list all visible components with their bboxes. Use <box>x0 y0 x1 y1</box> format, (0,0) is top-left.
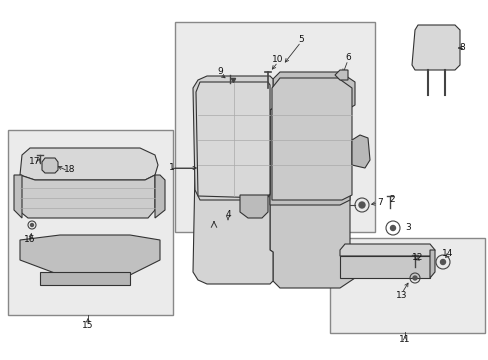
Text: 14: 14 <box>442 248 453 257</box>
Polygon shape <box>14 175 22 218</box>
Polygon shape <box>240 195 267 218</box>
Polygon shape <box>196 82 269 198</box>
Polygon shape <box>339 244 434 256</box>
Text: 3: 3 <box>404 224 410 233</box>
Circle shape <box>390 225 395 230</box>
Polygon shape <box>269 155 354 288</box>
Text: 4: 4 <box>225 211 230 220</box>
Polygon shape <box>40 272 130 285</box>
Circle shape <box>358 202 364 208</box>
Polygon shape <box>20 148 158 180</box>
Text: 18: 18 <box>64 166 76 175</box>
Bar <box>8 130 173 315</box>
Text: 1: 1 <box>169 163 175 172</box>
Text: 2: 2 <box>388 195 394 204</box>
Text: 17: 17 <box>29 157 41 166</box>
Polygon shape <box>429 250 434 278</box>
Polygon shape <box>351 135 369 168</box>
Circle shape <box>412 276 416 280</box>
Polygon shape <box>193 76 272 200</box>
Polygon shape <box>334 70 347 80</box>
Circle shape <box>440 260 445 265</box>
Text: 11: 11 <box>398 336 410 345</box>
Circle shape <box>30 224 34 226</box>
Bar <box>175 22 374 232</box>
Polygon shape <box>18 175 155 218</box>
Text: 9: 9 <box>217 68 223 77</box>
Polygon shape <box>193 160 272 284</box>
Text: 8: 8 <box>458 44 464 53</box>
Text: 6: 6 <box>345 54 350 63</box>
Polygon shape <box>269 72 354 205</box>
Text: 16: 16 <box>24 235 36 244</box>
Text: 15: 15 <box>82 320 94 329</box>
Text: 12: 12 <box>411 252 423 261</box>
Bar <box>329 238 484 333</box>
Text: 13: 13 <box>395 291 407 300</box>
Text: 10: 10 <box>272 55 283 64</box>
Polygon shape <box>411 25 459 70</box>
Text: 5: 5 <box>298 36 303 45</box>
Polygon shape <box>42 158 58 173</box>
Text: 7: 7 <box>376 198 382 207</box>
Polygon shape <box>339 256 429 278</box>
Polygon shape <box>155 175 164 218</box>
Polygon shape <box>271 78 351 200</box>
Polygon shape <box>20 235 160 275</box>
